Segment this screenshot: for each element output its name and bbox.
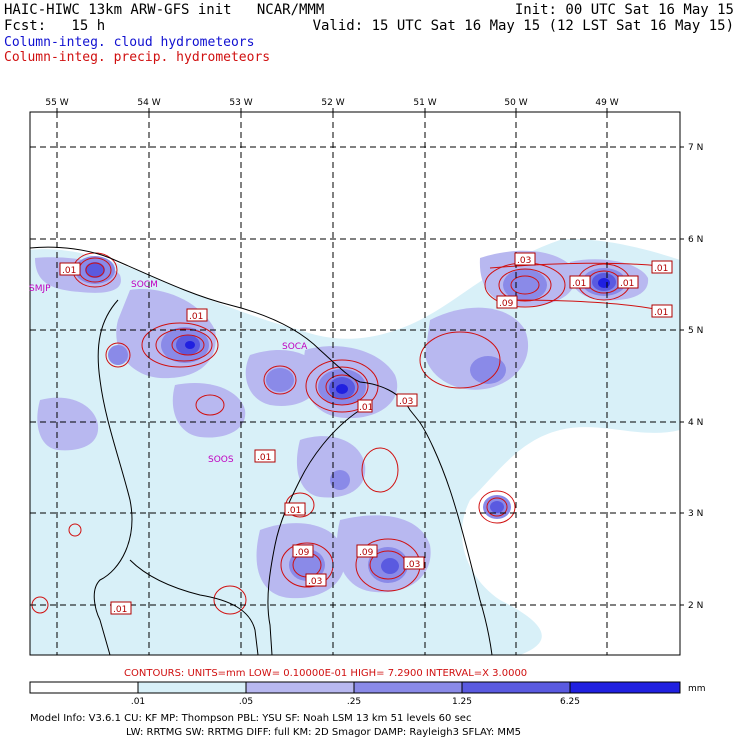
contour-info: CONTOURS: UNITS=mm LOW= 0.10000E-01 HIGH… (124, 668, 527, 679)
station-label: SOCM (131, 280, 158, 290)
coastline (30, 246, 493, 655)
contour-label: .01 (651, 260, 673, 274)
contour-label: .01 (617, 275, 639, 289)
svg-text:.01: .01 (287, 506, 301, 516)
contour-label: .09 (356, 544, 378, 558)
init-time: Init: 00 UTC Sat 16 May 15 (514, 2, 734, 18)
svg-text:.09: .09 (359, 548, 374, 558)
svg-text:.01: .01 (257, 453, 271, 463)
contour-label: .03 (305, 573, 327, 587)
legend-precip: Column-integ. precip. hydrometeors (4, 50, 271, 65)
forecast-hour: Fcst: 15 h (4, 18, 106, 34)
svg-text:.03: .03 (406, 560, 420, 570)
svg-text:.01: .01 (654, 308, 668, 318)
svg-text:.01: .01 (572, 279, 586, 289)
svg-text:.01: .01 (654, 264, 668, 274)
contour-label: .03 (514, 252, 536, 266)
graticule (30, 112, 680, 655)
svg-text:.03: .03 (308, 577, 322, 587)
lat-label: 4 N (688, 418, 703, 428)
svg-text:.01: .01 (359, 403, 373, 413)
contour-label: .09 (496, 295, 518, 309)
svg-text:.03: .03 (517, 256, 531, 266)
contour-label: .01 (110, 601, 132, 615)
lon-label: 54 W (137, 98, 160, 108)
lat-labels: 7 N 6 N 5 N 4 N 3 N 2 N (688, 143, 703, 611)
model-info-line-1: Model Info: V3.6.1 CU: KF MP: Thompson P… (30, 713, 471, 724)
lon-label: 50 W (504, 98, 527, 108)
colorbar-label: .05 (239, 697, 253, 707)
tick-marks (56, 108, 684, 606)
colorbar: .01 .05 .25 1.25 6.25 mm (29, 681, 706, 707)
colorbar-label: 6.25 (560, 697, 580, 707)
station-label: SMJP (29, 284, 51, 294)
contour-label: .03 (396, 393, 418, 407)
lon-labels: 55 W 54 W 53 W 52 W 51 W 50 W 49 W (45, 98, 618, 108)
lat-label: 2 N (688, 601, 703, 611)
contour-label: .01 (254, 449, 276, 463)
contour-label: .01 (59, 262, 81, 276)
lon-label: 53 W (229, 98, 252, 108)
contour-label: .01 (357, 399, 373, 413)
lon-label: 49 W (595, 98, 618, 108)
lat-label: 6 N (688, 235, 703, 245)
svg-text:.09: .09 (499, 299, 514, 309)
contour-label: .01 (284, 502, 306, 516)
station-label: SOCA (282, 342, 308, 352)
svg-text:.03: .03 (399, 397, 413, 407)
contour-label: .03 (403, 556, 425, 570)
contour-label: .09 (292, 544, 314, 558)
lat-label: 5 N (688, 326, 703, 336)
valid-time: Valid: 15 UTC Sat 16 May 15 (12 LST Sat … (312, 18, 734, 34)
plot-title: HAIC-HIWC 13km ARW-GFS init NCAR/MMM (4, 2, 325, 18)
lat-label: 3 N (688, 509, 703, 519)
lat-label: 7 N (688, 143, 703, 153)
svg-text:.01: .01 (620, 279, 634, 289)
legend-cloud: Column-integ. cloud hydrometeors (4, 35, 255, 50)
svg-text:.09: .09 (295, 548, 310, 558)
lon-label: 55 W (45, 98, 68, 108)
contour-label: .01 (651, 304, 673, 318)
colorbar-units: mm (688, 684, 706, 694)
contour-label: .01 (186, 308, 208, 322)
contour-labels: .01 .01 .01 .01 .03 .09 .01 .01 .01 .03 … (59, 252, 673, 615)
plot-border (29, 111, 681, 656)
colorbar-label: .01 (131, 697, 145, 707)
contour-label: .01 (569, 275, 591, 289)
model-info-line-2: LW: RRTMG SW: RRTMG DIFF: full KM: 2D Sm… (126, 727, 521, 738)
svg-text:.01: .01 (189, 312, 203, 322)
station-label: SOOS (208, 455, 234, 465)
svg-text:.01: .01 (62, 266, 76, 276)
shaded-fields (30, 239, 680, 655)
lon-label: 51 W (413, 98, 436, 108)
lon-label: 52 W (321, 98, 344, 108)
svg-text:.01: .01 (113, 605, 127, 615)
colorbar-label: .25 (347, 697, 361, 707)
station-labels: SMJP SOCM SOCA SOOS (29, 280, 308, 465)
colorbar-label: 1.25 (452, 697, 472, 707)
